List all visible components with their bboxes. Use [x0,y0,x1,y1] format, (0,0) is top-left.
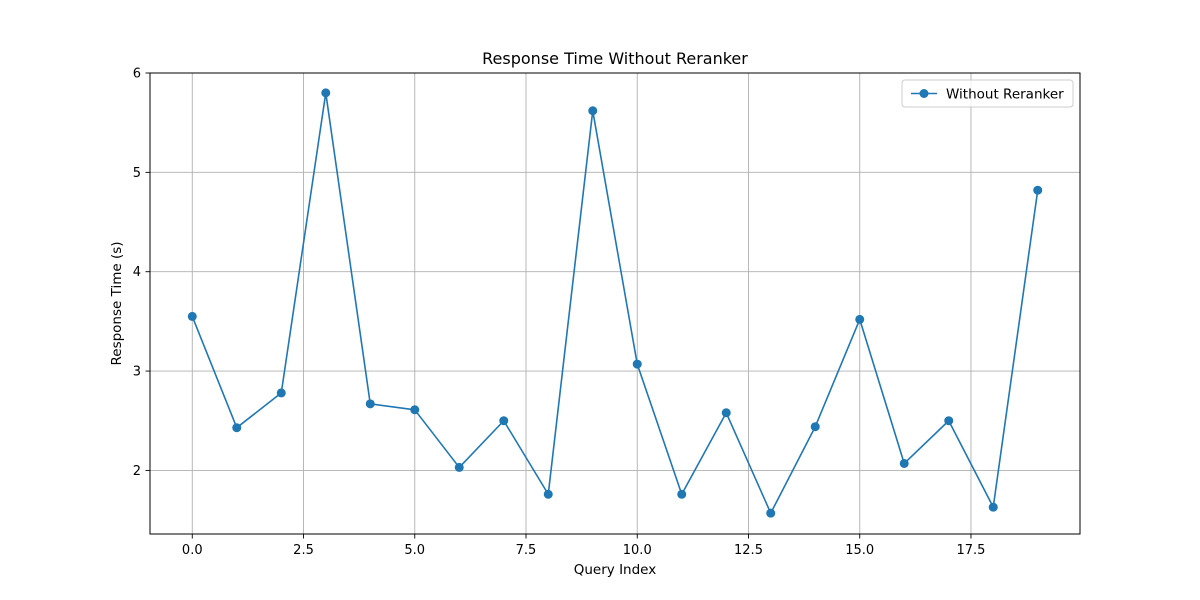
data-point [232,423,242,433]
data-point [187,311,197,321]
x-tick-label: 12.5 [734,543,763,558]
data-point [543,489,553,499]
legend-entry-label: Without Reranker [946,87,1064,103]
data-point [988,502,998,512]
x-tick-label: 17.5 [957,543,986,558]
x-tick-label: 5.0 [404,543,425,558]
x-axis-label: Query Index [574,562,656,578]
x-tick-label: 10.0 [623,543,652,558]
data-point [899,458,909,468]
data-point [454,462,464,472]
y-tick-label: 2 [133,464,141,479]
grid-lines [150,72,1080,534]
x-tick-label: 0.0 [182,543,203,558]
axis-ticks: 0.0 2.5 5.0 7.5 10.0 12.5 15.0 17.5 2 3 4 5 6 [133,67,986,559]
data-point [410,405,420,415]
data-point [499,416,509,426]
data-point [677,489,687,499]
data-point [855,314,865,324]
data-point [1033,185,1043,195]
data-point [810,422,820,432]
data-point [276,388,286,398]
y-tick-label: 6 [133,67,141,82]
legend-box [901,79,1074,108]
x-tick-label: 15.0 [845,543,874,558]
y-tick-label: 5 [133,166,141,181]
x-tick-label: 7.5 [516,543,537,558]
y-axis-label: Response Time (s) [109,241,125,365]
y-tick-label: 3 [133,365,141,380]
data-point [632,359,642,369]
series-layer [187,88,1043,518]
chart-title: Response Time Without Reranker [482,49,748,68]
plot-frame [149,72,1081,535]
data-point [721,408,731,418]
data-point [766,508,776,518]
data-point [365,399,375,409]
series-line [191,92,1039,514]
data-point [321,88,331,98]
data-point [944,416,954,426]
legend-marker-swatch [919,89,929,98]
y-tick-label: 4 [133,265,141,280]
data-point [588,106,598,116]
legend: Without Reranker [901,79,1074,108]
x-tick-label: 2.5 [293,543,314,558]
